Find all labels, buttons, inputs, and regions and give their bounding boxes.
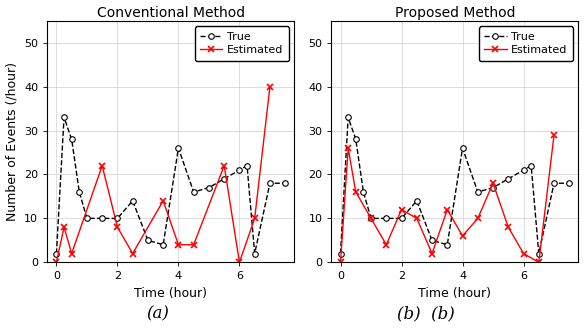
- Estimated: [520, 252, 527, 256]
- True: [144, 238, 151, 242]
- True: [337, 252, 344, 256]
- Line: True: True: [54, 115, 288, 256]
- True: [175, 146, 182, 150]
- True: [360, 190, 367, 194]
- Text: (b)  (b): (b) (b): [398, 305, 455, 322]
- Estimated: [221, 164, 228, 168]
- True: [53, 252, 60, 256]
- True: [61, 115, 68, 119]
- True: [444, 243, 451, 247]
- True: [159, 243, 166, 247]
- True: [345, 115, 352, 119]
- Estimated: [159, 199, 166, 203]
- Line: True: True: [338, 115, 572, 256]
- Estimated: [367, 216, 374, 220]
- True: [528, 164, 535, 168]
- True: [84, 216, 91, 220]
- True: [76, 190, 83, 194]
- Line: Estimated: Estimated: [337, 131, 558, 266]
- Estimated: [444, 208, 451, 211]
- True: [221, 177, 228, 181]
- Estimated: [489, 181, 496, 185]
- True: [413, 199, 420, 203]
- True: [383, 216, 390, 220]
- Estimated: [505, 225, 512, 229]
- Legend: True, Estimated: True, Estimated: [194, 26, 288, 61]
- True: [68, 137, 75, 141]
- Estimated: [352, 190, 359, 194]
- True: [520, 168, 527, 172]
- Estimated: [190, 243, 197, 247]
- Estimated: [266, 85, 273, 89]
- Title: Conventional Method: Conventional Method: [97, 6, 245, 20]
- Estimated: [53, 260, 60, 264]
- True: [566, 181, 573, 185]
- True: [505, 177, 512, 181]
- True: [551, 181, 558, 185]
- Estimated: [251, 216, 258, 220]
- Estimated: [236, 260, 243, 264]
- Estimated: [114, 225, 121, 229]
- Estimated: [383, 243, 390, 247]
- Estimated: [68, 252, 75, 256]
- True: [266, 181, 273, 185]
- True: [352, 137, 359, 141]
- True: [251, 252, 258, 256]
- Estimated: [398, 208, 405, 211]
- True: [129, 199, 136, 203]
- True: [459, 146, 466, 150]
- Text: (a): (a): [146, 305, 169, 322]
- True: [206, 186, 213, 190]
- X-axis label: Time (hour): Time (hour): [418, 287, 491, 300]
- True: [367, 216, 374, 220]
- Estimated: [175, 243, 182, 247]
- True: [236, 168, 243, 172]
- Y-axis label: Number of Events (/hour): Number of Events (/hour): [6, 62, 19, 221]
- True: [536, 252, 543, 256]
- Legend: True, Estimated: True, Estimated: [479, 26, 573, 61]
- True: [281, 181, 288, 185]
- True: [489, 186, 496, 190]
- Estimated: [459, 234, 466, 238]
- Title: Proposed Method: Proposed Method: [395, 6, 515, 20]
- Estimated: [61, 225, 68, 229]
- True: [398, 216, 405, 220]
- Line: Estimated: Estimated: [53, 83, 273, 266]
- Estimated: [429, 252, 436, 256]
- Estimated: [413, 216, 420, 220]
- Estimated: [337, 260, 344, 264]
- True: [190, 190, 197, 194]
- Estimated: [474, 216, 481, 220]
- Estimated: [536, 260, 543, 264]
- True: [99, 216, 106, 220]
- Estimated: [129, 252, 136, 256]
- True: [244, 164, 251, 168]
- X-axis label: Time (hour): Time (hour): [134, 287, 207, 300]
- True: [114, 216, 121, 220]
- True: [429, 238, 436, 242]
- Estimated: [99, 164, 106, 168]
- Estimated: [345, 146, 352, 150]
- Estimated: [551, 133, 558, 137]
- True: [474, 190, 481, 194]
